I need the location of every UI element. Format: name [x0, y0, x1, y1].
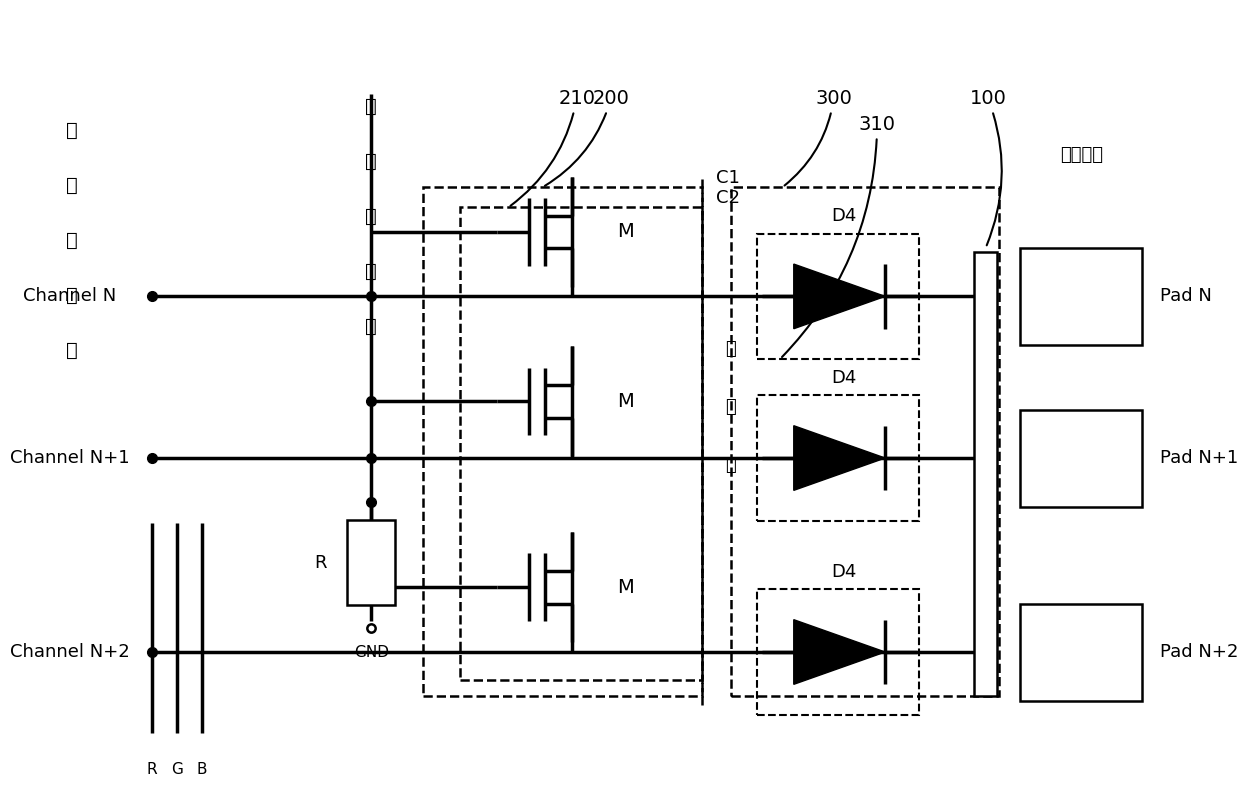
Text: Pad N+1: Pad N+1 [1161, 449, 1239, 467]
Text: G: G [171, 762, 184, 777]
Polygon shape [794, 426, 885, 491]
Bar [975, 252, 997, 697]
Text: 300: 300 [785, 89, 852, 186]
Polygon shape [794, 264, 885, 328]
Text: 切: 切 [725, 340, 737, 358]
Text: 制: 制 [366, 152, 377, 171]
Text: M: M [616, 578, 634, 597]
Text: 200: 200 [544, 89, 630, 186]
Text: M: M [616, 222, 634, 241]
Bar [758, 234, 919, 359]
Text: C2: C2 [715, 189, 740, 207]
Bar [347, 521, 396, 605]
Text: 210: 210 [511, 89, 595, 206]
Text: 显示区域: 显示区域 [1060, 146, 1104, 164]
Text: R: R [146, 762, 157, 777]
Text: 100: 100 [970, 89, 1007, 245]
Bar [1021, 603, 1142, 701]
Text: Pad N: Pad N [1161, 287, 1213, 306]
Text: 号: 号 [366, 262, 377, 281]
Text: 310: 310 [782, 114, 895, 357]
Bar [1021, 248, 1142, 345]
Text: Channel N: Channel N [24, 287, 117, 306]
Text: GND: GND [353, 645, 388, 659]
Text: Channel N+2: Channel N+2 [10, 643, 129, 661]
Text: D4: D4 [831, 207, 857, 225]
Bar [423, 187, 702, 697]
Polygon shape [794, 620, 885, 684]
Text: 控: 控 [366, 97, 377, 116]
Text: 信: 信 [66, 231, 78, 250]
Text: D4: D4 [831, 369, 857, 387]
Text: 线: 线 [66, 341, 78, 360]
Text: 号: 号 [66, 286, 78, 305]
Bar [730, 187, 999, 697]
Text: 试: 试 [66, 176, 78, 195]
Text: R: R [314, 554, 326, 572]
Text: B: B [197, 762, 207, 777]
Text: Channel N+1: Channel N+1 [10, 449, 129, 467]
Bar [460, 208, 702, 680]
Text: 信: 信 [366, 207, 377, 226]
Bar [1021, 410, 1142, 507]
Text: 线: 线 [725, 457, 737, 474]
Bar [758, 396, 919, 521]
Text: M: M [616, 392, 634, 411]
Text: 割: 割 [725, 398, 737, 416]
Bar [758, 590, 919, 714]
Text: D4: D4 [831, 563, 857, 581]
Text: 线: 线 [366, 317, 377, 336]
Text: C1: C1 [715, 169, 740, 187]
Text: 测: 测 [66, 121, 78, 140]
Text: Pad N+2: Pad N+2 [1161, 643, 1239, 661]
